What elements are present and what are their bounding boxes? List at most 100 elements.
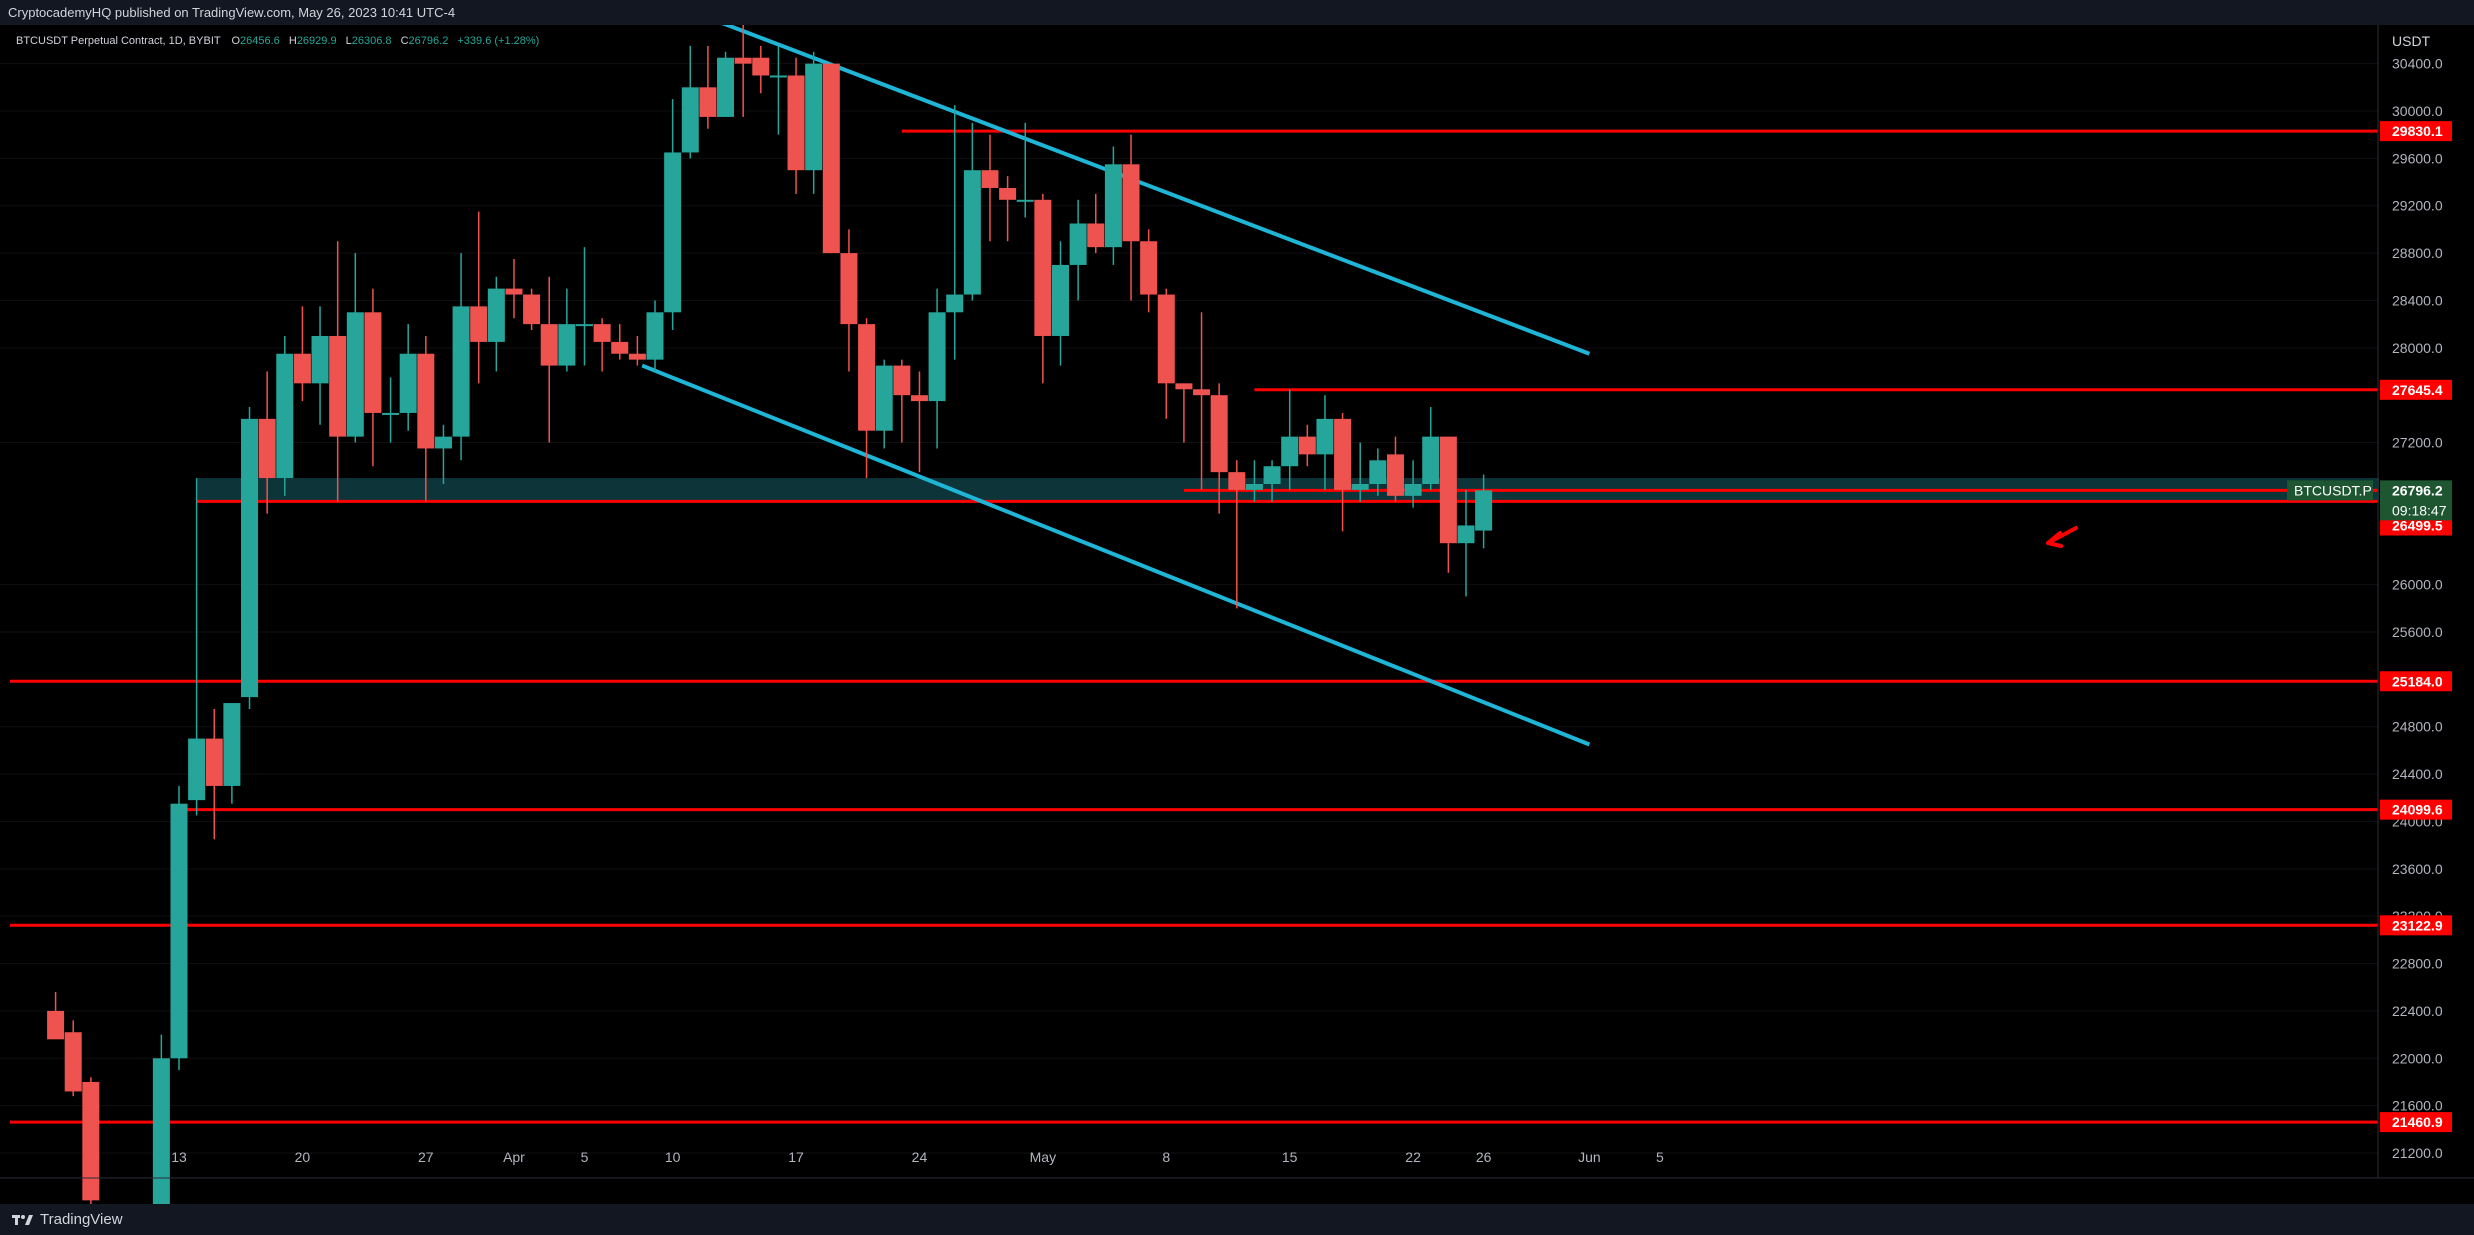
horizontal-levels — [10, 129, 2378, 1124]
price-tick-label: 27200.0 — [2392, 435, 2443, 451]
candle — [664, 99, 682, 331]
candle-body — [258, 418, 276, 479]
legend-symbol: BTCUSDT Perpetual Contract, 1D, BYBIT — [16, 35, 221, 47]
candle — [82, 1077, 100, 1204]
candle-body — [540, 324, 558, 366]
candle — [293, 306, 311, 402]
candle — [1210, 383, 1228, 514]
trendline — [641, 363, 1591, 747]
candle — [946, 105, 964, 360]
candle-body — [1210, 395, 1228, 473]
candle-body — [417, 353, 435, 449]
price-tick-label: 22400.0 — [2392, 1003, 2443, 1019]
candle-body — [82, 1081, 100, 1201]
candle-body — [505, 288, 523, 295]
candle — [1087, 193, 1105, 254]
symbol-legend: BTCUSDT Perpetual Contract, 1D, BYBIT O2… — [16, 35, 539, 47]
candle — [417, 335, 435, 502]
candle-body — [1157, 294, 1175, 384]
candle — [575, 247, 593, 366]
price-axis[interactable]: 30800.030400.030000.029600.029200.028800… — [2287, 25, 2452, 1161]
candle — [64, 1020, 82, 1097]
time-tick-label: 10 — [665, 1149, 681, 1165]
candle-body — [1175, 383, 1193, 390]
candle — [1334, 412, 1352, 532]
candle — [188, 478, 206, 816]
candle-body — [1281, 436, 1299, 467]
time-axis[interactable]: 13 20 27 Apr 5 10 17 24 May 8 15 22 26 Jun 5 — [171, 1149, 1664, 1165]
level-price-badge — [2380, 915, 2452, 936]
price-chart[interactable]: 30800.030400.030000.029600.029200.028800… — [0, 25, 2474, 1204]
candle-body — [875, 365, 893, 431]
candle-body — [1087, 223, 1105, 248]
time-tick-label: Jun — [1578, 1149, 1601, 1165]
candle — [646, 300, 664, 372]
candle-body — [1439, 436, 1457, 544]
candle — [223, 703, 241, 804]
candle-body — [523, 294, 541, 325]
candle — [1404, 460, 1422, 508]
candle — [1157, 288, 1175, 419]
candle-body — [787, 75, 805, 171]
time-tick-label: 22 — [1405, 1149, 1421, 1165]
candle-body — [64, 1032, 82, 1092]
candle-body — [1016, 199, 1034, 202]
candle-body — [364, 312, 382, 413]
level-price-badge — [2380, 799, 2452, 820]
candle-body — [1351, 483, 1369, 490]
candle — [258, 371, 276, 514]
candle — [1369, 448, 1387, 496]
candle-body — [1263, 466, 1281, 484]
price-tick-label: 30000.0 — [2392, 103, 2443, 119]
candle — [910, 371, 928, 473]
legend-l-value: 26306.8 — [352, 35, 392, 47]
price-tick-label: 21200.0 — [2392, 1145, 2443, 1161]
candle — [805, 51, 823, 194]
candle — [1228, 460, 1246, 609]
time-tick-label: May — [1030, 1149, 1056, 1165]
level-price-badge — [2380, 121, 2452, 142]
candle — [1316, 395, 1334, 490]
candle-body — [276, 353, 294, 479]
candle — [787, 57, 805, 194]
candle — [1281, 389, 1299, 490]
candle — [170, 785, 188, 1071]
candle — [1422, 407, 1440, 490]
level-price-label: 21460.9 — [2392, 1114, 2443, 1130]
candle — [205, 708, 223, 840]
candle — [769, 45, 787, 135]
candle-body — [593, 324, 611, 342]
candle — [329, 241, 347, 502]
time-tick-label: 5 — [1656, 1149, 1664, 1165]
time-tick-label: 26 — [1476, 1149, 1492, 1165]
price-tick-label: 30400.0 — [2392, 56, 2443, 72]
price-tick-label: 22000.0 — [2392, 1050, 2443, 1066]
level-price-label: 27645.4 — [2392, 382, 2443, 398]
level-price-label: 29830.1 — [2392, 123, 2443, 139]
candle-body — [858, 324, 876, 431]
candle-body — [681, 87, 699, 153]
candle-body — [1475, 490, 1493, 531]
tradingview-brand[interactable]: TradingView — [12, 1211, 123, 1228]
candle — [999, 176, 1017, 242]
candle-body — [963, 170, 981, 295]
candle — [1052, 241, 1069, 366]
candle — [1457, 489, 1475, 597]
candle — [47, 991, 65, 1040]
footer-bar: TradingView — [0, 1204, 2474, 1235]
candle-body — [346, 312, 364, 437]
candle-body — [329, 335, 347, 437]
price-tick-label: 28800.0 — [2392, 245, 2443, 261]
candle — [593, 318, 611, 372]
legend-change: +339.6 (+1.28%) — [457, 35, 539, 47]
candle-body — [999, 187, 1017, 200]
candle-body — [487, 288, 505, 342]
candle — [1263, 460, 1281, 502]
candle — [523, 288, 541, 331]
time-tick-label: 27 — [418, 1149, 434, 1165]
level-price-badge — [2380, 515, 2452, 536]
candle-body — [558, 324, 576, 366]
candle-body — [752, 57, 770, 76]
candle-body — [946, 294, 964, 313]
candle — [346, 253, 364, 443]
